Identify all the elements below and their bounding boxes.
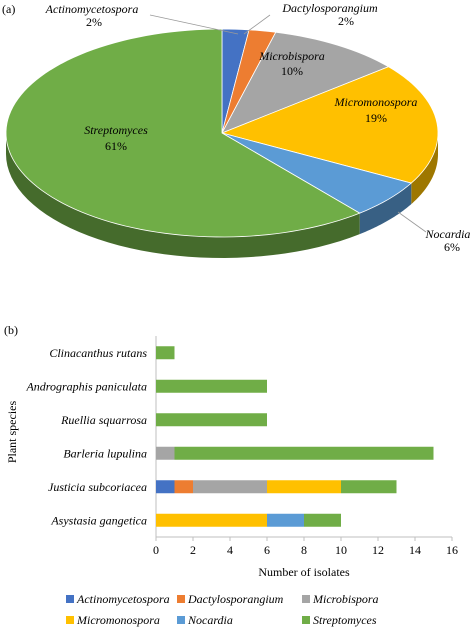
- category-label: Justicia subcoriacea: [48, 480, 147, 494]
- x-tick-label: 8: [301, 543, 307, 557]
- panel-a-label: (a): [2, 2, 15, 16]
- bar-segment-streptomyces: [156, 346, 175, 360]
- pie-label-actinomycetospora: Actinomycetospora: [45, 2, 139, 16]
- x-tick-label: 4: [227, 543, 233, 557]
- legend-swatch-microbispora: [302, 595, 310, 603]
- pie-label-streptomyces: Streptomyces: [84, 123, 148, 137]
- bar-segment-streptomyces: [304, 513, 341, 527]
- pie-side-streptomyces: [6, 133, 360, 258]
- pie-side-micromonospora: [411, 133, 438, 205]
- legend-swatch-actinomycetospora: [66, 595, 74, 603]
- pie-side-nocardia: [359, 183, 412, 235]
- x-axis-title: Number of isolates: [258, 565, 350, 579]
- pie-pct-nocardia: 6%: [444, 240, 460, 254]
- legend-label-dactylosporangium: Dactylosporangium: [187, 592, 284, 606]
- category-label: Andrographis paniculata: [25, 379, 147, 393]
- bar-segment-dactylosporangium: [174, 480, 193, 494]
- x-tick-label: 12: [372, 543, 384, 557]
- legend-swatch-streptomyces: [302, 616, 310, 624]
- pie-slice-micromonospora: [220, 66, 439, 184]
- pie-slice-streptomyces: [5, 28, 361, 238]
- pie-pct-microbispora: 10%: [281, 64, 303, 78]
- bar-segment-microbispora: [156, 446, 175, 460]
- bar-segment-streptomyces: [156, 379, 267, 393]
- pie-slice-microbispora: [221, 31, 390, 134]
- pie-leader-nocardia: [397, 211, 427, 233]
- bar-segment-streptomyces: [174, 446, 434, 460]
- legend-swatch-micromonospora: [66, 616, 74, 624]
- legend: Actinomycetospora Dactylosporangium Microb…: [66, 592, 379, 627]
- legend-label-micromonospora: Micromonospora: [76, 613, 160, 627]
- pie-label-dactylosporangium: Dactylosporangium: [281, 1, 378, 15]
- pie-pct-dactylosporangium: 2%: [338, 14, 354, 28]
- bar-segment-streptomyces: [156, 413, 267, 427]
- x-tick-label: 14: [409, 543, 421, 557]
- x-tick-label: 0: [153, 543, 159, 557]
- pie-label-micromonospora: Micromonospora: [334, 95, 418, 109]
- bar-segment-micromonospora: [156, 513, 267, 527]
- category-label: Ruellia squarrosa: [60, 413, 147, 427]
- legend-label-actinomycetospora: Actinomycetospora: [76, 592, 170, 606]
- bar-segment-microbispora: [193, 480, 267, 494]
- pie-leader-actinomycetospora: [149, 14, 239, 35]
- y-axis-title: Plant species: [5, 401, 19, 464]
- legend-swatch-dactylosporangium: [177, 595, 185, 603]
- x-tick-label: 6: [264, 543, 270, 557]
- legend-label-microbispora: Microbispora: [312, 592, 379, 606]
- x-tick-label: 10: [335, 543, 347, 557]
- x-tick-label: 2: [190, 543, 196, 557]
- bar-segment-actinomycetospora: [156, 480, 175, 494]
- category-label: Barleria lupulina: [63, 446, 147, 460]
- panel-b-label: (b): [4, 323, 18, 337]
- pie-pct-streptomyces: 61%: [105, 139, 127, 153]
- bar-segment-nocardia: [267, 513, 304, 527]
- legend-label-nocardia: Nocardia: [187, 613, 233, 627]
- pie-pct-actinomycetospora: 2%: [86, 15, 102, 29]
- pie-chart: [5, 28, 439, 258]
- pie-pct-micromonospora: 19%: [365, 111, 387, 125]
- pie-label-nocardia: Nocardia: [425, 227, 471, 241]
- category-label: Asystasia gangetica: [50, 513, 147, 527]
- bar-chart: 0 2 4 6 8 10 12 14 16 Clinacanthus rutans Androgra…: [25, 336, 458, 557]
- pie-slice-nocardia: [221, 132, 413, 214]
- pie-labels: Actinomycetospora2%Dactylosporangium2%Mi…: [45, 1, 471, 254]
- pie-leader-dactylosporangium: [243, 14, 271, 35]
- x-tick-label: 16: [446, 543, 458, 557]
- legend-swatch-nocardia: [177, 616, 185, 624]
- bar-segment-micromonospora: [267, 480, 341, 494]
- legend-label-streptomyces: Streptomyces: [313, 613, 377, 627]
- pie-label-microbispora: Microbispora: [258, 49, 325, 63]
- bar-segment-streptomyces: [341, 480, 397, 494]
- category-label: Clinacanthus rutans: [49, 346, 147, 360]
